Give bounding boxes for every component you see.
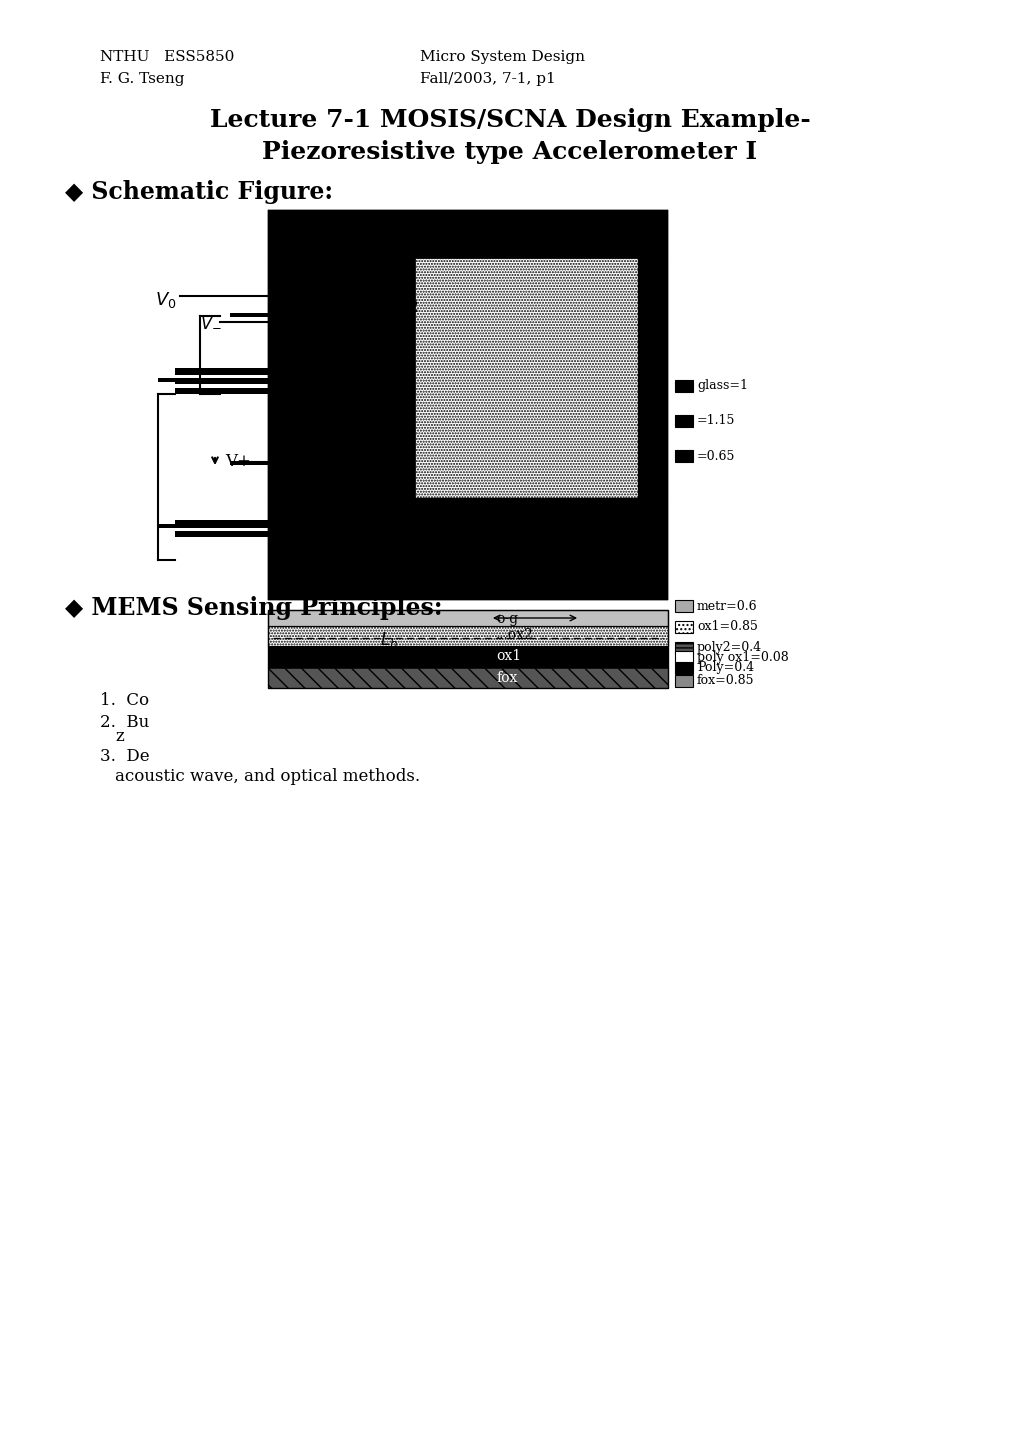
Text: Poly=0.4: Poly=0.4 (696, 661, 753, 674)
Bar (675, 642, 692, 654)
Bar (175, 378, 268, 384)
Text: b/2: b/2 (392, 299, 420, 316)
Text: Lecture 7-1 MOSIS/SCNA Design Example-: Lecture 7-1 MOSIS/SCNA Design Example- (210, 108, 809, 131)
Bar (268, 498, 667, 600)
Bar (268, 610, 667, 688)
Text: ◆ Schematic Figure:: ◆ Schematic Figure: (65, 180, 332, 203)
Bar (675, 651, 692, 662)
Bar (675, 620, 692, 633)
Bar (229, 460, 341, 465)
Text: =1.15: =1.15 (696, 414, 735, 427)
Bar (175, 519, 268, 527)
Text: 3.5: 3.5 (268, 525, 294, 543)
Text: $V_{-}$: $V_{-}$ (200, 313, 222, 330)
Bar (268, 610, 667, 626)
Bar (158, 524, 268, 528)
Bar (175, 368, 268, 375)
Text: ◆ MEMS Sensing Principles:: ◆ MEMS Sensing Principles: (65, 596, 442, 620)
Bar (268, 258, 415, 498)
Text: o-g: o-g (495, 612, 518, 626)
Text: ox1: ox1 (495, 649, 521, 662)
Bar (158, 378, 268, 382)
Bar (268, 452, 415, 468)
Bar (675, 450, 692, 462)
Bar (268, 317, 341, 325)
Bar (268, 527, 415, 543)
Text: fox: fox (495, 671, 517, 685)
Bar (675, 416, 692, 427)
Bar (415, 258, 637, 498)
Text: poly ox1=0.08: poly ox1=0.08 (696, 651, 788, 664)
Bar (268, 307, 341, 316)
Bar (637, 258, 667, 498)
Text: poly2=0.4: poly2=0.4 (696, 642, 761, 655)
Bar (175, 388, 268, 394)
Text: Piezoresistive type Accelerometer I: Piezoresistive type Accelerometer I (262, 140, 757, 165)
Text: glass=1: glass=1 (696, 380, 747, 392)
Bar (675, 675, 692, 687)
Text: 3.  De: 3. De (100, 747, 150, 765)
Bar (268, 211, 667, 258)
Text: =0.65: =0.65 (696, 450, 735, 463)
Bar (675, 380, 692, 392)
Text: V+: V+ (225, 453, 251, 470)
Bar (675, 662, 692, 674)
Text: Fall/2003, 7-1, p1: Fall/2003, 7-1, p1 (420, 72, 555, 87)
Bar (268, 626, 667, 646)
Bar (229, 313, 341, 317)
Text: $L_b$: $L_b$ (380, 631, 397, 649)
Bar (268, 466, 341, 472)
Text: ox1=0.85: ox1=0.85 (696, 620, 757, 633)
Text: 1.  Co: 1. Co (100, 693, 149, 709)
Bar (268, 646, 667, 668)
Text: z: z (115, 729, 123, 745)
Bar (675, 600, 692, 612)
Text: NTHU   ESS5850: NTHU ESS5850 (100, 51, 234, 63)
Text: $V_0$: $V_0$ (155, 290, 176, 310)
Text: ...ox2: ...ox2 (495, 628, 533, 642)
Text: acoustic wave, and optical methods.: acoustic wave, and optical methods. (115, 768, 420, 785)
Bar (268, 304, 415, 320)
Text: 2.  Bu: 2. Bu (100, 714, 149, 732)
Text: metr=0.6: metr=0.6 (696, 599, 757, 612)
Bar (175, 531, 268, 537)
Bar (268, 378, 415, 392)
Bar (268, 668, 667, 688)
Text: fox=0.85: fox=0.85 (696, 674, 754, 687)
Text: F. G. Tseng: F. G. Tseng (100, 72, 184, 87)
Bar (268, 211, 667, 600)
Bar (268, 456, 341, 463)
Text: Micro System Design: Micro System Design (420, 51, 585, 63)
